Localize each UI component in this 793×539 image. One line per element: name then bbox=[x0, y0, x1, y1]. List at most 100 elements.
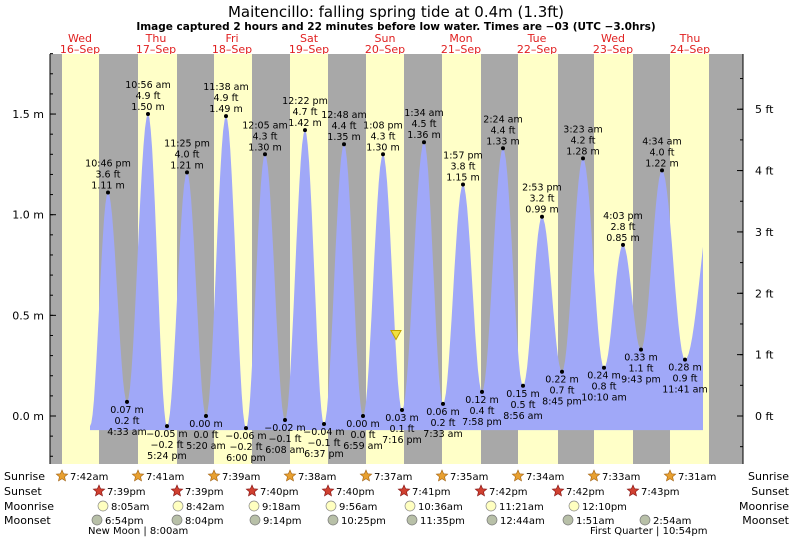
tide-time: 7:58 pm bbox=[462, 417, 502, 428]
tide-m: 1.28 m bbox=[566, 146, 599, 157]
low-tide-point bbox=[165, 424, 169, 429]
tide-ft: 4.3 ft bbox=[252, 131, 277, 142]
high-tide-label: 11:38 am4.9 ft1.49 m bbox=[203, 82, 248, 115]
tide-m: 1.22 m bbox=[645, 158, 678, 169]
tide-m: 1.49 m bbox=[209, 104, 242, 115]
high-tide-label: 4:34 am4.0 ft1.22 m bbox=[642, 136, 681, 169]
tide-ft: 0.8 ft bbox=[591, 382, 616, 393]
low-tide-point bbox=[322, 422, 326, 427]
low-tide-point bbox=[521, 383, 525, 388]
tide-time: 10:10 am bbox=[581, 393, 626, 404]
moonset-time: 10:25pm bbox=[341, 516, 386, 527]
tide-ft: 4.9 ft bbox=[213, 93, 238, 104]
high-tide-point bbox=[581, 156, 585, 161]
tide-ft: −0.1 ft bbox=[269, 434, 302, 445]
sunset-icon bbox=[321, 484, 335, 497]
tide-time: 6:00 pm bbox=[226, 453, 266, 464]
low-tide-label: 0.03 m0.1 ft7:16 pm bbox=[382, 413, 422, 446]
tide-ft: 0.5 ft bbox=[510, 400, 535, 411]
moonset-icon bbox=[562, 514, 574, 526]
low-tide-point bbox=[400, 407, 404, 412]
low-tide-label: 0.22 m0.7 ft8:45 pm bbox=[542, 375, 582, 408]
tide-time: 4:03 pm bbox=[603, 211, 643, 222]
high-tide-point bbox=[621, 242, 625, 247]
tide-time: 11:38 am bbox=[203, 82, 248, 93]
day-name: Tue bbox=[527, 32, 547, 45]
day-date: 21–Sep bbox=[441, 43, 481, 56]
tide-time: 7:33 am bbox=[423, 429, 462, 440]
tide-time: 5:20 am bbox=[186, 441, 225, 452]
tide-time: 6:08 am bbox=[265, 445, 304, 456]
low-tide-label: −0.04 m−0.1 ft6:37 pm bbox=[303, 427, 344, 460]
high-tide-label: 10:56 am4.9 ft1.50 m bbox=[125, 80, 170, 113]
high-tide-label: 11:25 pm4.0 ft1.21 m bbox=[164, 138, 210, 171]
day-name: Wed bbox=[68, 32, 92, 45]
moonset-time: 2:54am bbox=[653, 516, 691, 527]
tide-ft: 0.0 ft bbox=[350, 430, 375, 441]
sunset-icon bbox=[92, 484, 106, 497]
sunrise-icon bbox=[55, 469, 69, 482]
high-tide-point bbox=[224, 114, 228, 119]
high-tide-point bbox=[461, 182, 465, 187]
tide-m: 0.00 m bbox=[189, 419, 222, 430]
tide-m: 1.30 m bbox=[366, 142, 399, 153]
tide-time: 3:23 am bbox=[563, 124, 602, 135]
tide-time: 11:41 am bbox=[662, 385, 707, 396]
moonrise-icon bbox=[172, 500, 184, 512]
high-tide-label: 1:08 pm4.3 ft1.30 m bbox=[363, 120, 403, 153]
high-tide-label: 12:22 pm4.7 ft1.42 m bbox=[282, 96, 328, 129]
sunrise-time: 7:31am bbox=[678, 472, 716, 483]
tide-ft: 1.1 ft bbox=[628, 364, 653, 375]
tide-time: 7:16 pm bbox=[382, 435, 422, 446]
tide-m: 1.30 m bbox=[248, 142, 281, 153]
plot-area: 10:46 pm3.6 ft1.11 m0.07 m0.2 ft4:33 am1… bbox=[50, 54, 743, 464]
high-tide-label: 2:53 pm3.2 ft0.99 m bbox=[522, 183, 562, 216]
day-name: Thu bbox=[679, 32, 701, 45]
moonset-icon bbox=[91, 514, 103, 526]
sunrise-icon bbox=[435, 469, 449, 482]
day-name: Mon bbox=[449, 32, 472, 45]
tide-time: 12:05 am bbox=[242, 120, 287, 131]
moonset-icon bbox=[486, 514, 498, 526]
sunrise-time: 7:37am bbox=[374, 472, 412, 483]
low-tide-label: −0.05 m−0.2 ft5:24 pm bbox=[146, 429, 187, 462]
tide-ft: −0.2 ft bbox=[151, 440, 184, 451]
sunrise-time: 7:38am bbox=[298, 472, 336, 483]
sunrise-icon bbox=[207, 469, 221, 482]
low-tide-label: −0.06 m−0.2 ft6:00 pm bbox=[225, 431, 266, 464]
low-tide-point bbox=[204, 414, 208, 418]
sunrise-time: 7:34am bbox=[526, 472, 564, 483]
high-tide-point bbox=[146, 112, 150, 117]
tide-time: 2:53 pm bbox=[522, 183, 562, 194]
tide-ft: 3.6 ft bbox=[95, 170, 120, 181]
tide-m: 0.22 m bbox=[545, 375, 578, 386]
tide-m: 0.07 m bbox=[110, 405, 143, 416]
left-tick-label: 1.0 m bbox=[12, 209, 44, 222]
high-tide-label: 12:48 am4.4 ft1.35 m bbox=[321, 110, 366, 143]
moonset-icon bbox=[639, 514, 651, 526]
moon-phase-label: New Moon | 8:00am bbox=[88, 526, 188, 537]
sunset-time: 7:42pm bbox=[489, 487, 528, 498]
low-tide-label: 0.06 m0.2 ft7:33 am bbox=[423, 407, 462, 440]
moonset-time: 11:35pm bbox=[420, 516, 465, 527]
high-tide-label: 1:57 pm3.8 ft1.15 m bbox=[443, 151, 483, 184]
moonrise-time: 8:42am bbox=[186, 502, 224, 513]
tide-m: 0.12 m bbox=[465, 395, 498, 406]
sunset-time: 7:43pm bbox=[641, 487, 680, 498]
high-tide-point bbox=[660, 168, 664, 173]
tide-time: 6:59 am bbox=[343, 441, 382, 452]
tide-m: 0.99 m bbox=[525, 205, 558, 216]
tide-ft: −0.1 ft bbox=[308, 438, 341, 449]
axes: 1.5 m 1.0 m 0.5 m 0.0 m 5 ft 4 ft 3 ft 2 ft 1 ft… bbox=[12, 53, 774, 464]
tide-time: 1:57 pm bbox=[443, 151, 483, 162]
sunset-row-label-right: Sunset bbox=[751, 485, 789, 498]
sunrise-icon bbox=[283, 469, 297, 482]
high-tide-point bbox=[422, 140, 426, 145]
high-tide-label: 1:34 am4.5 ft1.36 m bbox=[404, 108, 443, 141]
tide-ft: 4.7 ft bbox=[292, 107, 317, 118]
moonset-time: 9:14pm bbox=[263, 516, 302, 527]
moonrise-row-label-left: Moonrise bbox=[4, 500, 54, 513]
